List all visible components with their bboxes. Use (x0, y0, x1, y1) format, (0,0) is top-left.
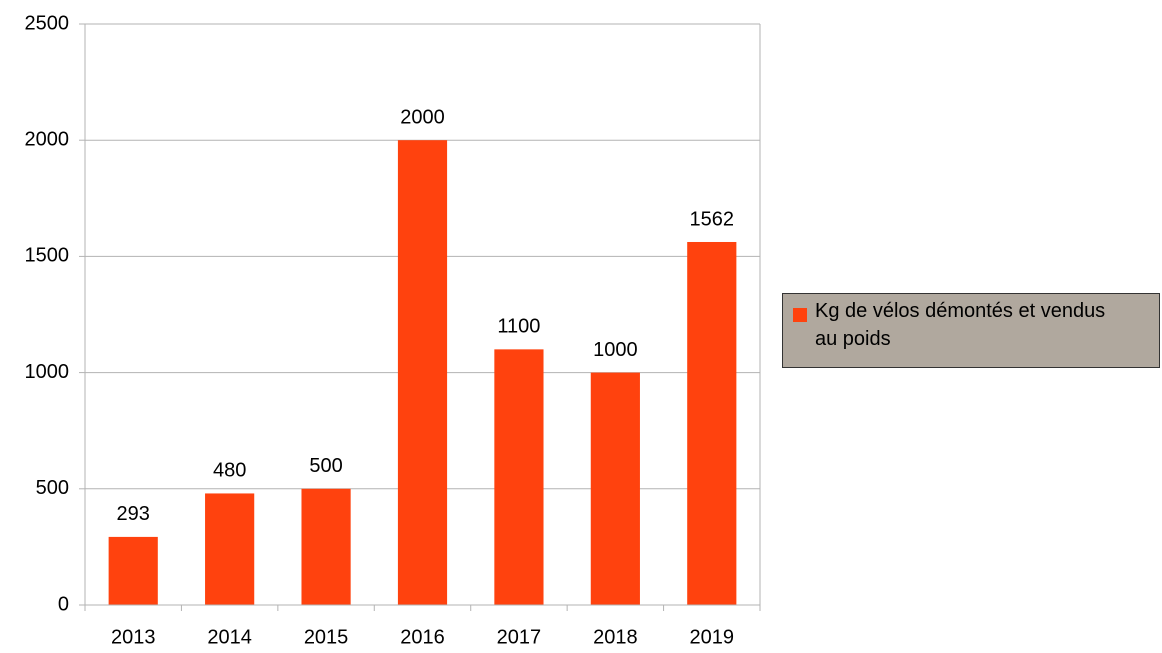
y-tick-label: 2000 (25, 128, 70, 150)
y-tick-label: 2500 (25, 12, 70, 34)
data-label: 1000 (593, 339, 638, 361)
data-label: 293 (117, 503, 150, 525)
bar (590, 372, 640, 605)
y-tick-label: 500 (36, 477, 69, 499)
bar (687, 241, 737, 605)
data-label: 2000 (400, 106, 445, 128)
bar (205, 493, 255, 605)
data-label: 480 (213, 460, 246, 482)
bar (397, 140, 448, 605)
x-tick-label: 2019 (690, 626, 735, 648)
x-tick-label: 2018 (593, 626, 638, 648)
bar (494, 349, 544, 605)
y-tick-label: 1000 (25, 361, 70, 383)
legend-swatch (793, 308, 807, 322)
data-label: 1100 (497, 316, 540, 338)
x-tick-label: 2014 (207, 626, 252, 648)
y-tick-label: 1500 (25, 245, 70, 267)
bar (301, 488, 351, 605)
legend: Kg de vélos démontés et vendus au poids (782, 293, 1160, 368)
x-tick-label: 2013 (111, 626, 156, 648)
data-label: 1562 (690, 208, 735, 230)
x-tick-label: 2015 (304, 626, 349, 648)
y-tick-label: 0 (58, 593, 69, 615)
bar (108, 536, 158, 605)
x-tick-label: 2016 (400, 626, 445, 648)
legend-label: Kg de vélos démontés et vendus au poids (815, 300, 1106, 350)
x-tick-label: 2017 (497, 626, 542, 648)
data-label: 500 (309, 455, 342, 477)
